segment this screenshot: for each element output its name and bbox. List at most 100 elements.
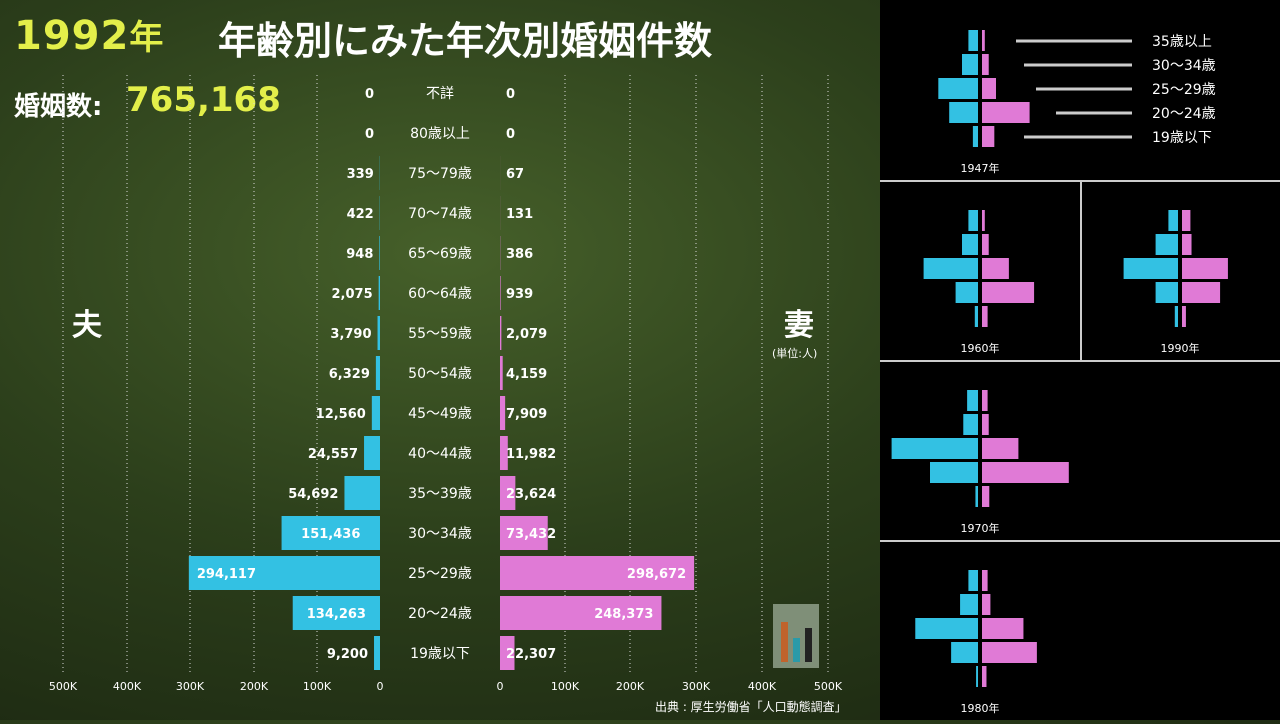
mini-husband-bar — [915, 618, 978, 639]
mini-chart-panel: 1970年 — [892, 390, 1069, 535]
husband-value-label: 54,692 — [288, 487, 338, 502]
husband-bar — [364, 436, 380, 470]
mini-husband-bar — [1156, 234, 1178, 255]
unit-label: (単位:人) — [772, 345, 817, 361]
x-tick-label-left: 500K — [49, 680, 78, 693]
husband-value-label: 24,557 — [308, 447, 358, 462]
wife-value-label: 23,624 — [506, 487, 556, 502]
mini-husband-bar — [975, 486, 978, 507]
husband-value-label: 12,560 — [316, 407, 366, 422]
mini-husband-bar — [938, 78, 978, 99]
mini-wife-bar — [1182, 282, 1220, 303]
panel-divider — [880, 540, 1280, 542]
mini-chart-panel: 1980年 — [915, 570, 1037, 715]
mini-husband-bar — [963, 414, 978, 435]
mini-husband-bar — [962, 54, 978, 75]
category-label: 不詳 — [426, 86, 454, 102]
husband-value-label: 3,790 — [330, 327, 371, 342]
x-tick-label-right: 300K — [682, 680, 711, 693]
mini-husband-bar — [962, 234, 978, 255]
mini-wife-bar — [982, 618, 1023, 639]
wife-value-label: 7,909 — [506, 407, 547, 422]
husband-label: 夫 — [72, 300, 102, 344]
husband-value-label: 948 — [346, 247, 373, 262]
wife-value-label: 131 — [506, 207, 533, 222]
wife-value-label: 73,432 — [506, 527, 556, 542]
mini-year-label: 1960年 — [961, 341, 1000, 355]
mini-wife-bar — [982, 210, 985, 231]
x-tick-label-left: 300K — [176, 680, 205, 693]
category-label: 30〜34歳 — [408, 526, 472, 542]
husband-bar — [379, 236, 380, 270]
category-label: 80歳以上 — [410, 126, 470, 142]
mini-wife-bar — [982, 594, 990, 615]
wife-value-label: 298,672 — [627, 567, 686, 582]
mini-wife-bar — [982, 414, 989, 435]
panel-divider — [1080, 180, 1082, 360]
category-label: 40〜44歳 — [408, 446, 472, 462]
wife-value-label: 4,159 — [506, 367, 547, 382]
wife-value-label: 0 — [506, 87, 515, 102]
husband-value-label: 339 — [347, 167, 374, 182]
wife-value-label: 11,982 — [506, 447, 556, 462]
category-label: 35〜39歳 — [408, 486, 472, 502]
mini-husband-bar — [951, 642, 978, 663]
mini-year-label: 1947年 — [961, 161, 1000, 175]
mini-year-label: 1970年 — [961, 521, 1000, 535]
wife-value-label: 939 — [506, 287, 533, 302]
panel-divider — [880, 360, 1280, 362]
husband-value-label: 2,075 — [332, 287, 373, 302]
mini-husband-bar — [924, 258, 978, 279]
mini-wife-bar — [982, 390, 988, 411]
legend-label: 35歳以上 — [1152, 34, 1212, 50]
x-tick-label-left: 0 — [377, 680, 384, 693]
husband-value-label: 0 — [365, 127, 374, 142]
husband-value-label: 422 — [347, 207, 374, 222]
mini-wife-bar — [1182, 234, 1192, 255]
category-label: 70〜74歳 — [408, 206, 472, 222]
husband-value-label: 9,200 — [327, 647, 368, 662]
category-label: 65〜69歳 — [408, 246, 472, 262]
mini-husband-bar — [976, 666, 978, 687]
husband-value-label: 151,436 — [301, 527, 360, 542]
x-tick-label-left: 200K — [240, 680, 269, 693]
x-tick-label-left: 100K — [303, 680, 332, 693]
mini-wife-bar — [982, 126, 994, 147]
mini-husband-bar — [1168, 210, 1178, 231]
mini-year-label: 1990年 — [1161, 341, 1200, 355]
mini-wife-bar — [982, 486, 989, 507]
mini-chart-panel: 1960年 — [924, 210, 1034, 355]
x-tick-label-right: 500K — [814, 680, 843, 693]
wife-value-label: 22,307 — [506, 647, 556, 662]
mini-husband-bar — [960, 594, 978, 615]
mini-wife-bar — [982, 282, 1034, 303]
mini-wife-bar — [982, 30, 985, 51]
legend-label: 19歳以下 — [1152, 130, 1212, 146]
mini-husband-bar — [930, 462, 978, 483]
husband-value-label: 134,263 — [307, 607, 366, 622]
legend-label: 20〜24歳 — [1152, 106, 1216, 122]
mini-wife-bar — [982, 102, 1030, 123]
husband-value-label: 6,329 — [329, 367, 370, 382]
mini-husband-bar — [1175, 306, 1178, 327]
mini-husband-bar — [1124, 258, 1178, 279]
legend-label: 25〜29歳 — [1152, 82, 1216, 98]
mini-wife-bar — [982, 570, 988, 591]
mini-chart-panel: 1947年 — [938, 30, 1029, 175]
mini-husband-bar — [975, 306, 978, 327]
wife-value-label: 248,373 — [594, 607, 653, 622]
mini-husband-bar — [1156, 282, 1178, 303]
mini-wife-bar — [1182, 258, 1228, 279]
x-tick-label-right: 200K — [616, 680, 645, 693]
mini-husband-bar — [973, 126, 978, 147]
mini-husband-bar — [892, 438, 978, 459]
source-credit: 出典 : 厚生労働省「人口動態調査」 — [655, 698, 847, 715]
wife-label: 妻 — [784, 300, 814, 344]
mini-wife-bar — [982, 258, 1009, 279]
wife-bar — [500, 276, 501, 310]
x-tick-label-right: 100K — [551, 680, 580, 693]
